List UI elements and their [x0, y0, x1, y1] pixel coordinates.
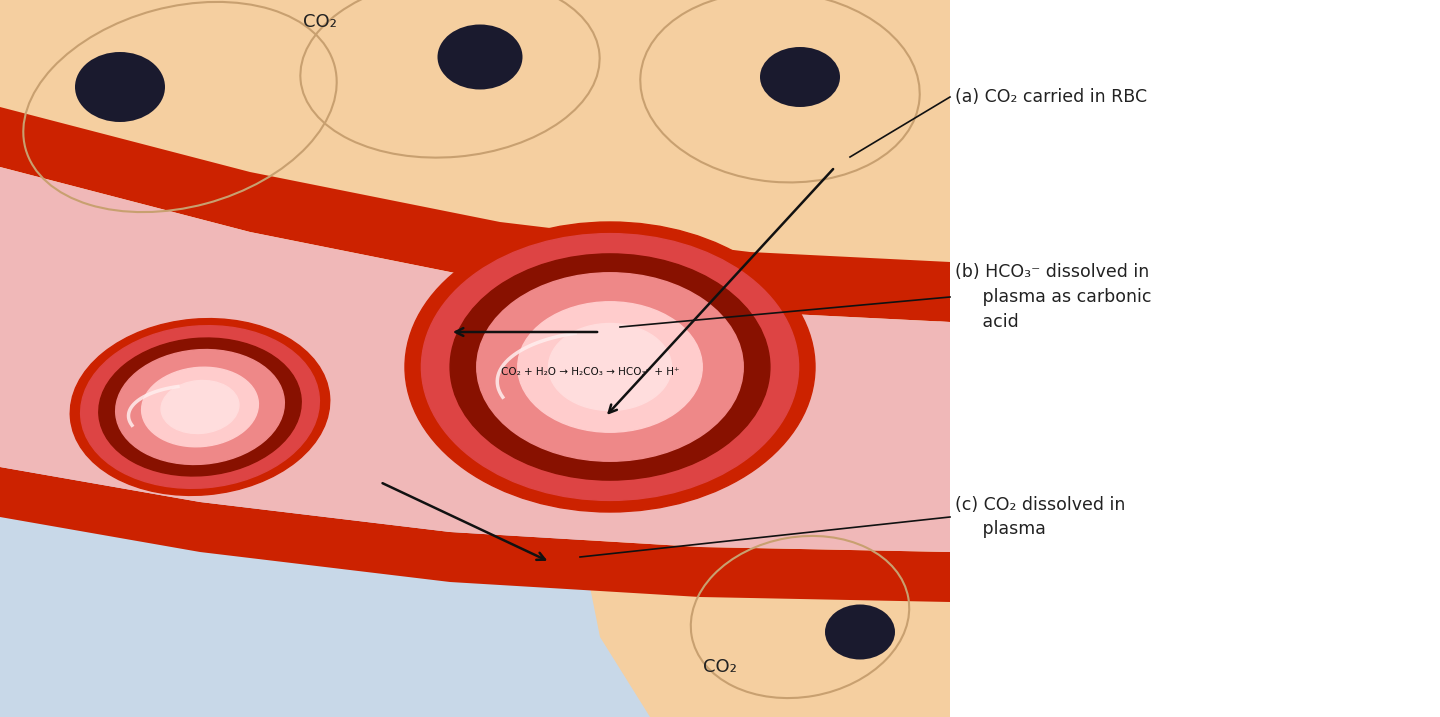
Text: CO₂: CO₂: [703, 658, 737, 676]
Text: (a) CO₂ carried in RBC: (a) CO₂ carried in RBC: [955, 88, 1148, 106]
Ellipse shape: [115, 350, 284, 465]
Ellipse shape: [825, 604, 896, 660]
Ellipse shape: [760, 47, 840, 107]
Polygon shape: [0, 237, 950, 717]
Ellipse shape: [405, 222, 815, 512]
Ellipse shape: [422, 234, 799, 500]
Ellipse shape: [438, 24, 523, 90]
Ellipse shape: [451, 254, 770, 480]
Polygon shape: [580, 437, 950, 717]
Ellipse shape: [81, 326, 320, 488]
Polygon shape: [0, 0, 950, 437]
Ellipse shape: [99, 338, 301, 476]
Ellipse shape: [549, 323, 671, 411]
Ellipse shape: [518, 302, 703, 432]
Ellipse shape: [75, 52, 166, 122]
Text: CO₂ + H₂O → H₂CO₃ → HCO₃⁻ + H⁺: CO₂ + H₂O → H₂CO₃ → HCO₃⁻ + H⁺: [501, 367, 680, 377]
Ellipse shape: [161, 381, 239, 434]
Ellipse shape: [477, 272, 743, 461]
Text: (b) HCO₃⁻ dissolved in
     plasma as carbonic
     acid: (b) HCO₃⁻ dissolved in plasma as carboni…: [955, 263, 1152, 331]
Ellipse shape: [141, 367, 258, 447]
Text: (c) CO₂ dissolved in
     plasma: (c) CO₂ dissolved in plasma: [955, 495, 1126, 538]
Polygon shape: [0, 107, 950, 322]
Text: CO₂: CO₂: [302, 13, 337, 31]
Polygon shape: [0, 467, 950, 602]
Bar: [920, 0, 1440, 717]
Ellipse shape: [71, 318, 330, 495]
Polygon shape: [0, 167, 950, 552]
